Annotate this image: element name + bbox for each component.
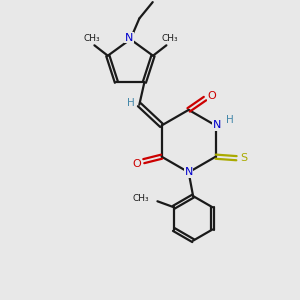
Text: CH₃: CH₃	[161, 34, 178, 43]
Text: S: S	[240, 153, 247, 163]
Text: O: O	[133, 159, 142, 169]
Text: N: N	[213, 121, 221, 130]
Text: O: O	[207, 91, 216, 100]
Text: N: N	[125, 33, 133, 43]
Text: CH₃: CH₃	[133, 194, 149, 203]
Text: H: H	[127, 98, 135, 108]
Text: H: H	[226, 115, 234, 125]
Text: N: N	[184, 167, 193, 177]
Text: CH₃: CH₃	[83, 34, 100, 43]
